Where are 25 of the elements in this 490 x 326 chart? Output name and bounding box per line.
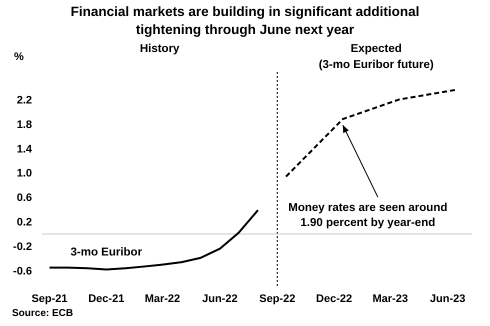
x-tick-label: Mar-23 xyxy=(372,293,408,305)
text: History xyxy=(140,43,180,55)
y-tick-label: 1.0 xyxy=(16,168,32,180)
x-tick-label: Dec-22 xyxy=(316,293,352,305)
y-tick-label: 1.4 xyxy=(16,143,33,156)
annotation: Money rates are seen around 1.90 percent by year-end xyxy=(288,202,448,230)
y-tick-label: 1.8 xyxy=(16,118,32,131)
y-tick-label: -0.6 xyxy=(13,266,32,278)
line-series xyxy=(285,88,458,178)
line-series xyxy=(48,209,259,270)
y-tick-label: 2.2 xyxy=(16,94,32,106)
series-label: Expected (3-mo Euribor future) xyxy=(318,43,434,71)
source-note: Source: ECB xyxy=(12,308,74,319)
x-tick-label: Jun-22 xyxy=(202,293,238,305)
x-tick-label: Mar-22 xyxy=(144,293,180,305)
y-tick-label: -0.2 xyxy=(13,241,32,254)
x-tick-label: Jun-23 xyxy=(430,293,466,305)
chart-title: Financial markets are building in significant additional tightening through June next year xyxy=(70,4,420,37)
y-tick-label: 0.6 xyxy=(16,192,32,204)
y-axis-title: % xyxy=(14,51,24,63)
series-label: 3-mo Euribor xyxy=(70,246,143,258)
y-tick-label: 0.2 xyxy=(16,216,32,229)
x-tick-label: Sep-21 xyxy=(31,293,68,305)
x-tick-label: Sep-22 xyxy=(259,293,296,305)
x-tick-label: Dec-21 xyxy=(88,293,124,305)
